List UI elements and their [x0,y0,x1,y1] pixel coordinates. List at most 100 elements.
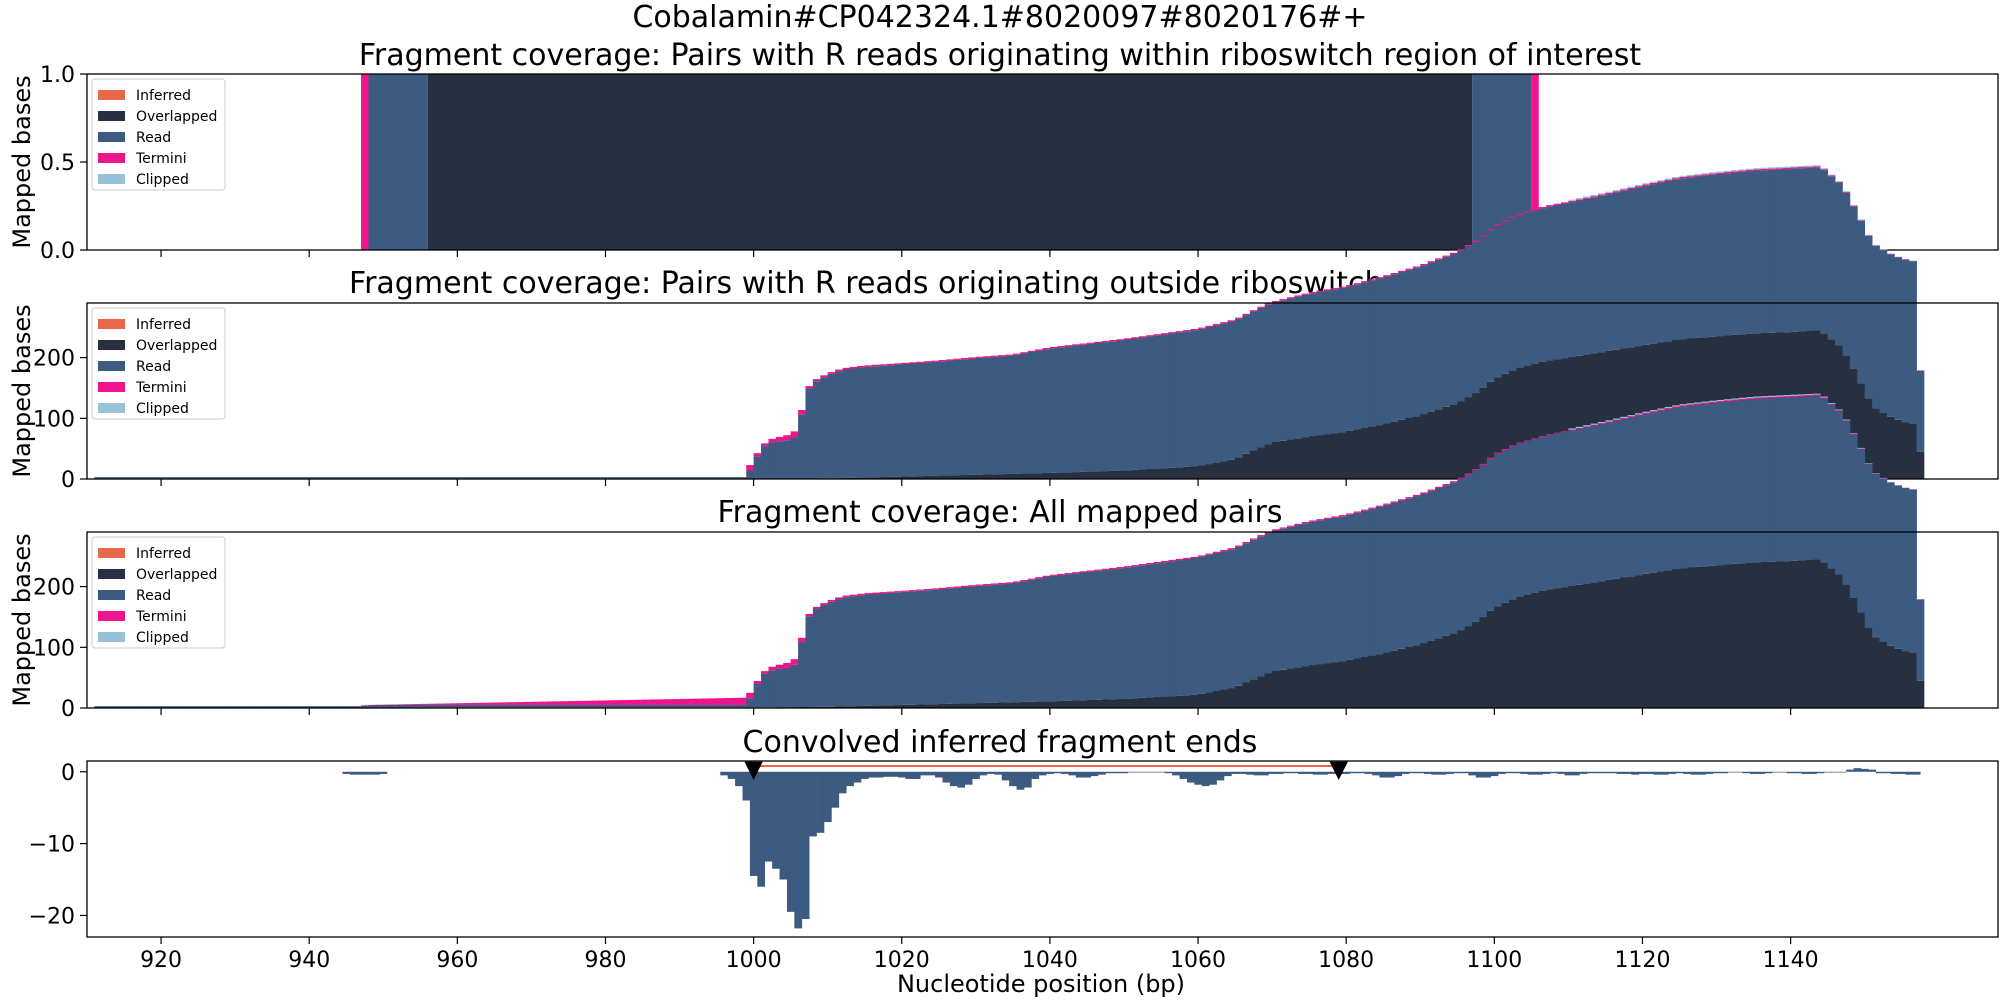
panel-3-bar-overlapped [864,705,873,708]
panel-3-bar-termini [1768,396,1777,399]
panel-2-bar-termini [1716,172,1725,174]
panel-2-bar-read [242,477,251,479]
panel-3-bar-read [1738,400,1747,564]
panel-3-bar-read [1472,470,1480,623]
panel-3-bar-termini [390,704,399,705]
panel-2-bar-termini [1501,220,1510,222]
panel-3-bar-read [872,593,880,706]
panel-3-bar-termini [1123,566,1132,568]
panel-3-bar-termini [1361,509,1369,511]
panel-2-bar-read [235,477,243,479]
panel-2-bar-overlapped [946,475,955,479]
panel-2-bar-overlapped [1361,428,1369,479]
panel-2-bar-overlapped [1146,469,1155,479]
panel-2-bar-read [1286,298,1295,440]
panel-2-bar-termini [1183,330,1192,332]
panel-3-bar-termini [1709,401,1717,404]
panel-2-bar-overlapped [1205,464,1214,479]
panel-2-bar-termini [775,436,784,442]
panel-3-bar-read [1331,517,1340,663]
panel-3-bar-termini [1101,568,1110,570]
panel-2-bar-overlapped [1538,361,1547,479]
panel-3-bar-overlapped [961,703,969,708]
panel-3-bar-read [1575,428,1584,585]
panel-3-bar-termini [383,704,392,706]
panel-3-bar-clipped [1909,489,1917,490]
panel-3-bar-overlapped [1346,659,1354,708]
panel-3-bar-termini [709,698,717,705]
panel-2-bar-overlapped [1042,473,1051,479]
panel-3-bar-overlapped [1620,577,1629,708]
panel-2-bar-clipped [1679,175,1688,177]
panel-2-bar-termini [1161,333,1169,335]
panel-2-bar-overlapped [1161,468,1169,479]
panel-2-bar-termini [1005,354,1014,356]
panel-2-bar-read [1412,267,1421,417]
panel-2-bar-read [546,477,555,479]
panel-3-bar-clipped [1701,401,1710,403]
panel-3-bar-read [1294,525,1303,668]
figure-suptitle: Cobalamin#CP042324.1#8020097#8020176#+ [632,0,1367,35]
panel-3-bar-overlapped [1494,606,1503,708]
panel-2-bar-read [1798,168,1806,332]
panel-3-bar-read [1701,404,1710,567]
panel-3-bar-termini [1309,520,1317,522]
panel-2-bar-overlapped [1390,421,1399,479]
panel-3-bar-read [605,704,614,708]
panel-2-bar-overlapped [864,477,873,479]
panel-2-bar-overlapped [1635,346,1643,479]
panel-3-bar-clipped [1753,396,1762,398]
panel-4-bar [1720,771,1728,774]
panel-2-bar-read [946,360,955,476]
panel-3-bar-read [1716,402,1725,566]
panel-3-bar-termini [1435,486,1443,488]
panel-3-bar-termini [1516,442,1525,444]
panel-2-bar-read [198,477,206,479]
panel-4-bar [1623,771,1632,774]
panel-2-bar-read [1894,257,1903,420]
panel-3-bar-read [1709,403,1717,566]
panel-3-bar-overlapped [901,704,910,708]
panel-3-bar-read [249,706,258,708]
panel-3-bar-read [805,616,814,707]
panel-3-bar-read [316,706,325,708]
panel-3-bar-overlapped [990,702,999,708]
panel-4-bar [1668,771,1677,774]
panel-3-bar-overlapped [1227,688,1236,708]
panel-2-bar-read [901,364,910,477]
panel-4-bar [742,771,751,801]
panel-3-bar-clipped [1657,408,1666,410]
panel-2-bar-overlapped [1175,467,1184,479]
panel-3-bar-clipped [1894,485,1903,486]
panel-4-bar [1557,771,1565,774]
panel-4-bar [1512,771,1521,774]
panel-2-bar-read [1553,204,1562,360]
panel-3-bar-read [1590,425,1599,583]
panel-3-bar-overlapped [1657,571,1666,708]
panel-2-bar-read [642,477,651,479]
panel-2-bar-clipped [1701,173,1710,175]
panel-4-bar [1409,771,1417,774]
panel-4-bar [1090,771,1099,777]
panel-3-bar-overlapped [1479,616,1488,708]
panel-2-bar-read [864,366,873,478]
panel-3-bar-read [1605,422,1614,580]
panel-4-ytick-label: 0 [61,761,75,786]
panel-3-bar-read [353,706,362,708]
panel-2-bar-read [1857,220,1866,384]
panel-2-bar-clipped [1723,170,1732,173]
panel-1-ylabel: Mapped bases [8,75,36,248]
panel-3-bar-read [672,704,680,708]
panel-3-bar-termini [1583,426,1592,428]
panel-2-bar-overlapped [1064,472,1073,479]
panel-2-bar-termini [1664,179,1673,181]
panel-4-bar [1431,771,1440,775]
panel-3-bar-read [235,706,243,708]
panel-2-bar-read [1427,262,1436,412]
panel-3-bar-termini [575,700,584,705]
panel-3-bar-overlapped [1538,590,1547,708]
panel-2-bar-read [1879,250,1888,413]
panel-2-bar-termini [990,355,999,357]
panel-2-bar-read [694,477,703,479]
panel-3-bar-read [1146,564,1155,698]
